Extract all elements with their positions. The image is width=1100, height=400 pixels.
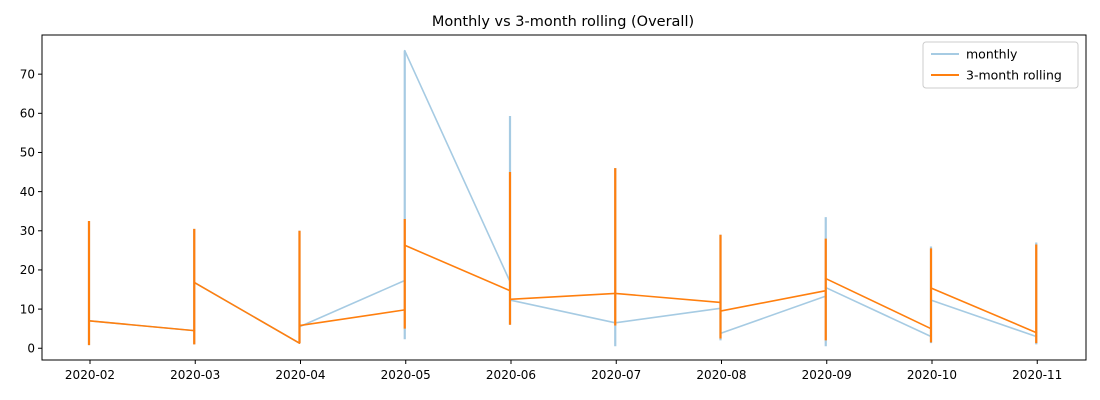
series-connector xyxy=(614,292,722,304)
series-connector xyxy=(824,286,932,338)
series-connector xyxy=(88,320,196,332)
x-tick-label: 2020-11 xyxy=(1012,368,1062,382)
x-tick-label: 2020-10 xyxy=(907,368,957,382)
x-tick-label: 2020-05 xyxy=(381,368,431,382)
series-connector xyxy=(298,279,406,328)
x-tick-label: 2020-03 xyxy=(170,368,220,382)
data-point xyxy=(930,287,932,289)
x-tick-label: 2020-02 xyxy=(65,368,115,382)
data-point xyxy=(824,277,827,280)
legend-label-3-month-rolling: 3-month rolling xyxy=(966,68,1062,83)
data-point xyxy=(403,244,406,247)
y-tick-label: 0 xyxy=(27,341,35,355)
y-tick-label: 70 xyxy=(20,67,35,81)
series-connector xyxy=(930,299,1038,338)
series-connector xyxy=(824,277,932,330)
series-connector xyxy=(719,289,827,312)
legend-label-monthly: monthly xyxy=(966,47,1018,62)
series-connector xyxy=(298,309,406,327)
legend-box xyxy=(922,41,1079,89)
x-tick-label: 2020-09 xyxy=(802,368,852,382)
x-axis: 2020-02 2020-03 2020-04 2020-05 2020-06 2020-… xyxy=(65,360,1062,382)
y-tick-label: 60 xyxy=(20,107,35,121)
plot-frame xyxy=(41,34,1087,361)
x-tick-label: 2020-08 xyxy=(696,368,746,382)
series-3-month-rolling xyxy=(87,168,1038,346)
series-connector xyxy=(193,281,301,344)
y-tick-label: 10 xyxy=(20,302,35,316)
series-connector xyxy=(719,295,827,335)
plot-area xyxy=(87,49,1038,347)
legend: monthly 3-month rolling xyxy=(922,41,1079,89)
series-connector xyxy=(403,244,511,292)
data-point xyxy=(509,299,511,301)
y-axis: 0 10 20 30 40 50 60 70 xyxy=(20,67,42,355)
data-point xyxy=(193,329,196,332)
y-tick-label: 30 xyxy=(20,224,35,238)
data-point xyxy=(1035,331,1038,334)
series-connector xyxy=(509,292,617,301)
chart-title: Monthly vs 3-month rolling (Overall) xyxy=(432,14,694,30)
series-connector xyxy=(614,307,722,324)
series-connector xyxy=(509,299,617,324)
data-point xyxy=(88,319,90,322)
y-tick-label: 20 xyxy=(20,263,35,277)
data-point xyxy=(298,325,301,328)
series-connector xyxy=(930,287,1038,334)
x-tick-label: 2020-07 xyxy=(591,368,641,382)
series-monthly xyxy=(87,49,1038,347)
data-point xyxy=(719,301,722,304)
y-tick-label: 40 xyxy=(20,185,35,199)
data-point xyxy=(614,292,617,295)
y-tick-label: 50 xyxy=(20,146,35,160)
x-tick-label: 2020-04 xyxy=(275,368,325,382)
series-connector xyxy=(403,49,511,283)
x-tick-label: 2020-06 xyxy=(486,368,536,382)
